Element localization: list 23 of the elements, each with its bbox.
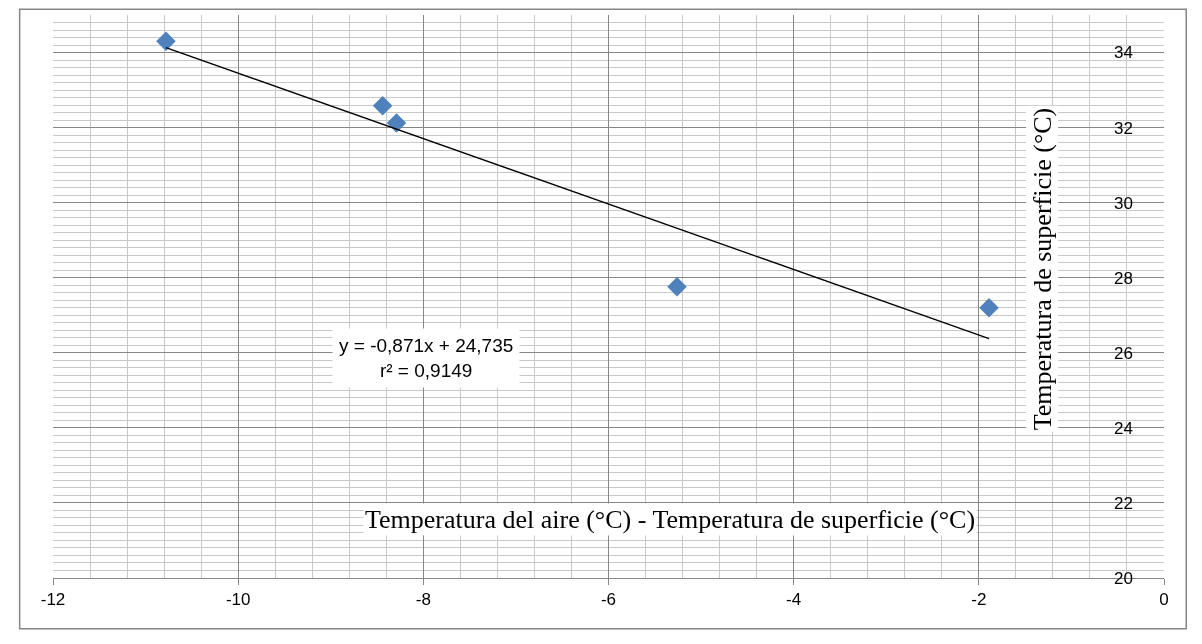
x-tick-label: -8 <box>415 590 431 610</box>
point <box>386 113 407 133</box>
y-tick-label: 30 <box>1113 193 1133 213</box>
point <box>156 31 176 52</box>
x-axis-title: Temperatura del aire (°C) - Temperatura de superficie (°C) <box>365 505 976 534</box>
x-tick-label: -6 <box>600 590 617 610</box>
y-axis-title: Temperatura de superficie (°C) <box>1027 107 1057 431</box>
annotation: y = -0,871x + 24,735 r² = 0,9149 <box>339 335 514 381</box>
x-tick-label: -10 <box>225 590 251 610</box>
y-tick-label: 24 <box>1113 418 1133 438</box>
y-tick-label: 22 <box>1113 493 1133 513</box>
point <box>372 96 393 116</box>
y-tick-label: 32 <box>1113 118 1133 138</box>
x-tick-label: -12 <box>40 590 66 610</box>
point <box>667 276 687 297</box>
x-tick-label: -2 <box>971 590 987 610</box>
y-tick-label: 26 <box>1113 343 1133 363</box>
point <box>979 298 999 318</box>
x-tick-label: 0 <box>1159 590 1169 610</box>
y-tick-label: 28 <box>1113 268 1133 288</box>
y-tick-label: 34 <box>1113 43 1133 63</box>
y-tick-label: 20 <box>1113 568 1133 588</box>
x-tick-label: -4 <box>786 590 802 610</box>
